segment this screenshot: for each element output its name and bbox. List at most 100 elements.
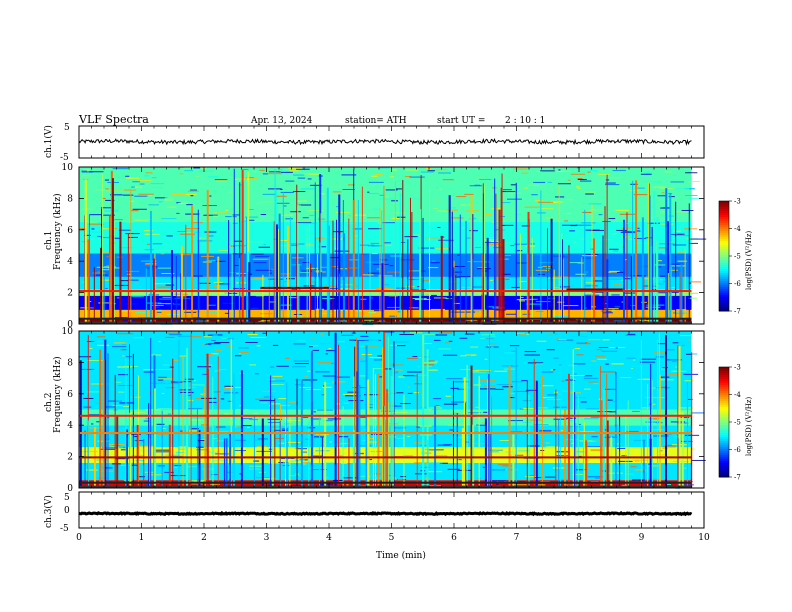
spectrogram-texture (373, 473, 381, 475)
spectrogram-texture (378, 288, 393, 290)
spectrogram-texture (232, 253, 243, 255)
sferic-streak (393, 341, 395, 488)
colorbar-swatch (719, 287, 729, 290)
spectrogram-texture (425, 168, 431, 170)
spectrogram-texture (607, 271, 617, 273)
spectrogram-texture (425, 255, 432, 257)
spectrogram-texture (217, 369, 227, 371)
colorbar-swatch (719, 465, 729, 468)
spectrogram-texture (340, 462, 348, 464)
spectrogram-texture (126, 270, 140, 272)
colorbar-swatch (719, 449, 729, 452)
spectrogram-texture (268, 448, 274, 450)
spectrogram-texture (677, 411, 691, 413)
spectrogram-texture (617, 447, 626, 449)
spectrogram-texture (171, 381, 183, 383)
spectrogram-texture (308, 173, 322, 175)
spectrogram-texture (221, 337, 228, 339)
spectrogram-texture (502, 465, 513, 467)
spectrogram-texture (81, 171, 93, 173)
spectrogram-texture (439, 332, 453, 334)
colorbar-tick-label: -6 (734, 280, 741, 288)
spectrogram-texture (645, 421, 661, 423)
spectrogram-texture (181, 167, 194, 169)
spectrogram-texture (633, 359, 636, 361)
start-ut-prefix: start UT = (437, 116, 485, 126)
sferic-streak (495, 193, 497, 324)
spectrogram-texture (628, 190, 640, 192)
spectrogram-texture (416, 426, 420, 428)
spectrogram-texture (221, 478, 229, 480)
sferic-streak (531, 237, 533, 324)
spectrogram-texture (261, 218, 264, 220)
spectrogram-texture (215, 426, 226, 428)
spectrogram-texture (639, 361, 656, 363)
spectrogram-band (79, 167, 692, 222)
spectrogram-texture (423, 280, 431, 282)
spectrogram-texture (365, 460, 381, 462)
spectrogram-texture (558, 364, 562, 366)
sferic-streak (675, 201, 677, 324)
spectrogram-texture (86, 340, 97, 342)
spectrogram-texture (317, 362, 331, 364)
sferic-streak (270, 375, 272, 488)
spectrogram-texture (505, 480, 518, 482)
spectrogram-texture (256, 203, 262, 205)
spectrogram-texture (685, 172, 698, 174)
spectrogram-texture (248, 219, 255, 221)
spectrogram-texture (602, 339, 610, 341)
spectrogram-texture (567, 179, 571, 181)
spectrogram-texture (662, 446, 676, 448)
spectrogram-texture (268, 462, 281, 464)
spectrogram-texture (434, 169, 448, 171)
spectrogram-texture (242, 425, 252, 427)
colorbar-swatch (719, 379, 729, 382)
spectrogram-texture (389, 265, 394, 267)
spectrogram-texture (537, 266, 543, 268)
sferic-streak (338, 194, 341, 324)
sferic-streak (186, 347, 189, 488)
spectrogram-texture (536, 340, 547, 342)
sferic-streak (320, 213, 322, 324)
spectrogram-texture (491, 469, 506, 471)
spectrogram-texture (573, 397, 587, 399)
sferic-streak (470, 365, 473, 488)
spectrogram-texture (407, 392, 413, 394)
spectrogram-texture (224, 312, 230, 314)
spectrogram-texture (280, 273, 291, 275)
sferic-streak (101, 208, 103, 324)
spectrogram-texture (159, 298, 174, 300)
ch1-spectrogram-image (79, 167, 707, 325)
spectrogram-texture (187, 399, 194, 401)
spectrogram-texture (280, 188, 283, 190)
ch1-colorbar-gradient (719, 201, 729, 312)
sferic-streak (356, 340, 359, 488)
spectrogram-texture (661, 192, 665, 194)
spectrogram-texture (285, 180, 295, 182)
spectrogram-texture (255, 373, 259, 375)
spectrogram-texture (587, 171, 591, 173)
spectrogram-texture (564, 213, 572, 215)
spectrogram-texture (394, 372, 399, 374)
spectrogram-texture (632, 459, 649, 461)
spectrogram-texture (575, 224, 592, 226)
colorbar-swatch (719, 289, 729, 292)
spectrogram-texture (684, 195, 698, 197)
spectrogram-texture (651, 187, 657, 189)
station-label: station= ATH (345, 116, 407, 126)
spectrogram-texture (294, 363, 309, 365)
spectrogram-texture (598, 214, 603, 216)
spectrogram-texture (374, 173, 383, 175)
colorbar-swatch (719, 241, 729, 244)
spectrogram-texture (508, 420, 524, 422)
spectrogram-texture (424, 448, 435, 450)
spectrogram-texture (302, 416, 309, 418)
spectrogram-texture (634, 237, 647, 239)
spectrogram-texture (317, 445, 324, 447)
spectrogram-texture (286, 420, 301, 422)
spectrogram-texture (633, 439, 646, 441)
colorbar-swatch (719, 439, 729, 442)
ch1-frequency-label: Frequency (kHz) (52, 193, 63, 270)
colorbar-swatch (719, 263, 729, 266)
colorbar-swatch (719, 397, 729, 400)
